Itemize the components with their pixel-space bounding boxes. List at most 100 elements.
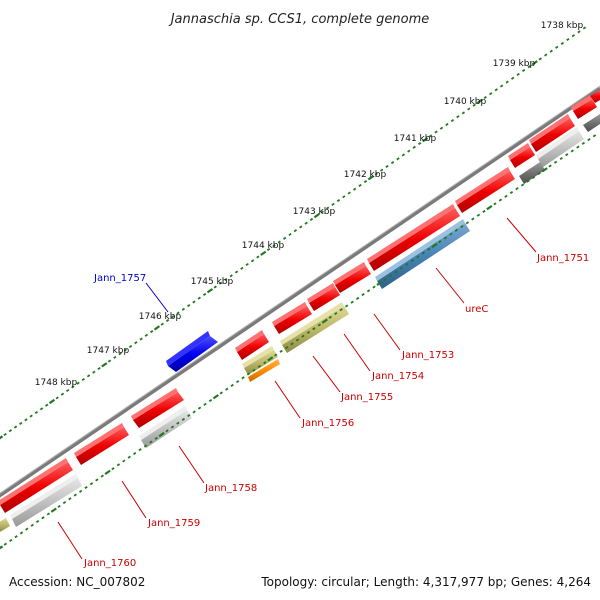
gene-label[interactable]: Jann_1755 <box>340 392 393 403</box>
ruler-minor-tick <box>123 348 128 352</box>
ruler-minor-tick <box>421 251 426 255</box>
gene-feature[interactable] <box>131 388 184 428</box>
gene-label[interactable]: ureC <box>465 304 488 315</box>
ruler-minor-tick <box>570 149 574 153</box>
ruler-minor-tick <box>358 183 362 187</box>
ruler-minor-tick <box>582 26 587 30</box>
gene-feature[interactable] <box>74 423 129 465</box>
ruler-minor-tick <box>24 418 28 422</box>
ruler-minor-tick <box>160 322 164 326</box>
ruler-minor-tick <box>218 281 223 285</box>
ruler-minor-tick <box>181 417 186 421</box>
ruler-minor-tick <box>171 315 175 319</box>
ruler-minor-tick <box>92 370 96 374</box>
gene-label[interactable]: Jann_1753 <box>401 350 454 361</box>
gene-feature[interactable] <box>235 330 269 360</box>
gene-feature[interactable] <box>280 302 349 353</box>
gene-feature[interactable] <box>248 359 280 382</box>
ruler-minor-tick <box>331 202 335 206</box>
gene-feature[interactable] <box>375 219 470 289</box>
ruler-minor-tick <box>30 523 34 527</box>
gene-feature[interactable] <box>0 458 73 513</box>
gene-feature[interactable] <box>508 143 535 168</box>
gene-feature-forward[interactable] <box>166 331 218 372</box>
ruler-minor-tick <box>241 376 245 380</box>
ruler-minor-tick <box>388 274 393 278</box>
ruler-major-tick <box>0 435 4 440</box>
ruler-minor-tick <box>317 323 322 327</box>
gene-label[interactable]: Jann_1757 <box>93 273 146 284</box>
ruler-minor-tick <box>3 432 7 436</box>
connector-line <box>178 445 205 484</box>
gene-label[interactable]: Jann_1756 <box>301 418 354 429</box>
ruler-minor-tick <box>320 210 324 214</box>
ruler-minor-tick <box>566 37 570 42</box>
ruler-minor-tick <box>149 330 154 334</box>
ruler-minor-tick <box>234 270 239 274</box>
ruler-major-tick <box>321 318 328 324</box>
ruler-minor-tick <box>560 41 565 45</box>
ruler-major-tick <box>422 137 429 143</box>
ruler-minor-tick <box>450 118 455 123</box>
gene-feature[interactable] <box>571 95 597 119</box>
ruler-major-tick <box>104 469 111 476</box>
ruler-minor-tick <box>449 232 453 236</box>
map-title: Jannaschia sp. CCS1, complete genome <box>168 12 430 27</box>
ruler-minor-tick <box>571 34 576 38</box>
gene-feature[interactable] <box>272 302 312 334</box>
ruler-minor-tick <box>107 359 112 363</box>
ruler-major-tick <box>376 280 383 286</box>
ruler-tick-label: 1738 kbp <box>541 21 584 31</box>
ruler-minor-tick <box>62 501 67 505</box>
ruler-tick-label: 1746 kbp <box>139 312 182 322</box>
ruler-minor-tick <box>521 68 526 73</box>
gene-label[interactable]: Jann_1759 <box>147 518 200 529</box>
ruler-minor-tick <box>587 138 591 142</box>
gene-feature[interactable] <box>529 114 575 152</box>
ruler-minor-tick <box>537 172 541 176</box>
gene-feature[interactable] <box>139 406 192 448</box>
gene-feature[interactable] <box>590 90 600 103</box>
ruler-minor-tick <box>14 535 18 539</box>
gene-feature[interactable] <box>367 204 460 271</box>
ruler-minor-tick <box>65 388 70 393</box>
ruler-minor-tick <box>498 198 503 202</box>
gene-feature[interactable] <box>0 518 10 532</box>
ruler-minor-tick <box>100 474 104 478</box>
ruler-minor-tick <box>401 153 406 157</box>
genome-summary-text: Topology: circular; Length: 4,317,977 bp… <box>260 575 591 589</box>
gene-feature[interactable] <box>583 114 600 132</box>
ruler-major-tick <box>153 325 161 331</box>
ruler-minor-tick <box>399 266 404 270</box>
gene-label[interactable]: Jann_1751 <box>536 253 589 264</box>
ruler-minor-tick <box>510 76 515 80</box>
ruler-minor-tick <box>81 377 86 382</box>
gene-feature[interactable] <box>307 283 340 311</box>
ruler-major-tick <box>50 507 57 513</box>
gene-feature[interactable] <box>10 474 82 527</box>
connector-line <box>145 282 169 313</box>
gene-feature[interactable] <box>242 346 278 375</box>
gene-feature[interactable] <box>536 127 584 167</box>
ruler-minor-tick <box>295 338 300 342</box>
gene-label[interactable]: Jann_1758 <box>204 483 257 494</box>
ruler-tick-labels: 1738 kbp 1739 kbp 1740 kbp 1741 kbp 1742 kbp… <box>35 21 584 388</box>
ruler-minor-tick <box>390 161 395 165</box>
ruler-minor-tick <box>471 217 475 221</box>
gene-label[interactable]: Jann_1760 <box>83 558 136 569</box>
ruler-tick-label: 1744 kbp <box>242 241 285 251</box>
ruler-minor-tick <box>277 240 281 244</box>
ruler-minor-tick <box>203 402 207 406</box>
ruler-major-tick <box>431 242 438 249</box>
gene-feature[interactable] <box>519 162 545 184</box>
ruler-tick-label: 1741 kbp <box>394 134 437 144</box>
ruler-minor-tick <box>144 333 149 337</box>
ruler-minor-tick <box>336 198 341 203</box>
ruler-minor-tick <box>554 160 558 164</box>
gene-feature[interactable] <box>333 262 371 293</box>
gene-feature[interactable] <box>455 167 515 213</box>
ruler-minor-tick <box>352 187 357 191</box>
gene-label[interactable]: Jann_1754 <box>371 371 424 382</box>
ruler-minor-tick <box>219 391 223 395</box>
ruler-minor-tick <box>443 236 448 240</box>
